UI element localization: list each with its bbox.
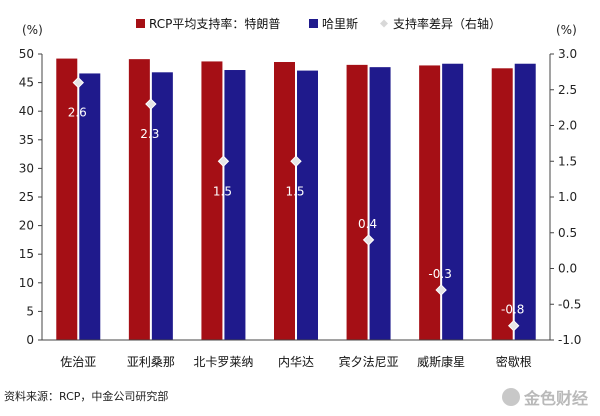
legend-swatch-diff: [380, 19, 388, 28]
bar-harris: [369, 67, 391, 340]
diff-marker: [72, 76, 84, 89]
category-label: 亚利桑那: [127, 355, 175, 369]
diff-marker: [217, 155, 230, 167]
bar-trump: [491, 68, 513, 341]
bar-harris: [442, 63, 464, 340]
left-tick-label: 15: [19, 247, 34, 261]
right-axis: -1.0 -0.5 0.0 0.5 1.0 1.5 2.0 2.5 3.0: [549, 47, 581, 347]
category-label: 北卡罗莱纳: [193, 355, 253, 369]
right-tick-label: 0.5: [558, 226, 577, 240]
diff-label: -0.3: [428, 267, 451, 281]
diff-label: 1.5: [285, 184, 304, 198]
category-label: 佐治亚: [60, 355, 96, 369]
diff-label: 1.5: [213, 184, 232, 198]
category-labels: 佐治亚 亚利桑那 北卡罗莱纳 内华达 宾夕法尼亚 威斯康星 密歇根: [60, 354, 531, 369]
diff-marker: [508, 319, 520, 332]
right-tick-label: -0.5: [558, 297, 581, 311]
diff-marker: [435, 284, 447, 296]
bar-harris: [297, 70, 318, 340]
diff-marker: [362, 234, 375, 246]
right-tick-label: 3.0: [558, 47, 577, 61]
bar-trump: [201, 61, 223, 340]
bar-harris: [224, 70, 246, 341]
right-tick-label: 2.0: [558, 119, 577, 133]
left-tick-label: 0: [26, 333, 34, 347]
left-tick-label: 25: [19, 190, 34, 204]
left-tick-label: 10: [19, 276, 34, 290]
diff-label: 2.3: [140, 127, 159, 141]
diff-label: 2.6: [68, 106, 87, 120]
watermark: 金色财经: [501, 385, 588, 409]
diff-marker: [290, 155, 302, 167]
category-label: 威斯康星: [417, 354, 465, 369]
watermark-text: 金色财经: [523, 389, 588, 408]
legend-label-harris: 哈里斯: [322, 17, 358, 31]
left-tick-label: 30: [19, 161, 34, 175]
diff-label: -0.8: [501, 303, 524, 317]
legend: RCP平均支持率：特朗普 哈里斯 支持率差异（右轴）: [136, 16, 501, 31]
category-label: 密歇根: [496, 354, 532, 369]
left-tick-label: 50: [19, 47, 34, 61]
legend-label-trump: RCP平均支持率：特朗普: [149, 16, 280, 31]
category-label: 宾夕法尼亚: [339, 354, 399, 369]
legend-swatch-trump: [136, 19, 145, 28]
left-tick-label: 20: [19, 219, 34, 233]
bar-harris: [79, 73, 101, 340]
right-tick-label: 0.0: [558, 262, 577, 276]
right-tick-label: 1.5: [558, 154, 577, 168]
right-tick-label: 2.5: [558, 83, 577, 97]
bar-trump: [56, 58, 78, 341]
bar-trump: [346, 64, 368, 341]
diff-marker: [145, 98, 157, 110]
bar-harris: [151, 72, 173, 340]
bar-trump: [419, 65, 441, 340]
left-tick-label: 40: [19, 104, 34, 118]
bar-trump: [128, 59, 150, 340]
watermark-logo-icon: [501, 388, 520, 406]
category-label: 内华达: [278, 355, 314, 369]
legend-swatch-harris: [309, 19, 318, 28]
bar-harris: [514, 63, 536, 340]
right-tick-label: 1.0: [558, 190, 577, 204]
left-tick-label: 5: [26, 304, 34, 318]
left-tick-label: 45: [19, 76, 34, 90]
diff-markers-group: 2.6 2.3 1.5 1.5 0.4 -0.3 -0.8: [68, 76, 524, 332]
chart-canvas: 0 5 10 15 20 25 30 35 40 45 50 -1.0 -0.5 0.0 0.5 1.0 1.…: [19, 16, 582, 369]
source-note: 资料来源：RCP，中金公司研究部: [4, 390, 169, 403]
right-axis-unit: (%): [556, 23, 577, 37]
right-tick-label: -1.0: [558, 333, 581, 347]
bars-group: [42, 58, 550, 341]
legend-label-diff: 支持率差异（右轴）: [393, 16, 501, 31]
bar-trump: [274, 62, 295, 341]
left-tick-label: 35: [19, 133, 34, 147]
left-axis: 0 5 10 15 20 25 30 35 40 45 50: [19, 47, 43, 347]
left-axis-unit: (%): [22, 23, 43, 37]
diff-label: 0.4: [358, 217, 377, 231]
